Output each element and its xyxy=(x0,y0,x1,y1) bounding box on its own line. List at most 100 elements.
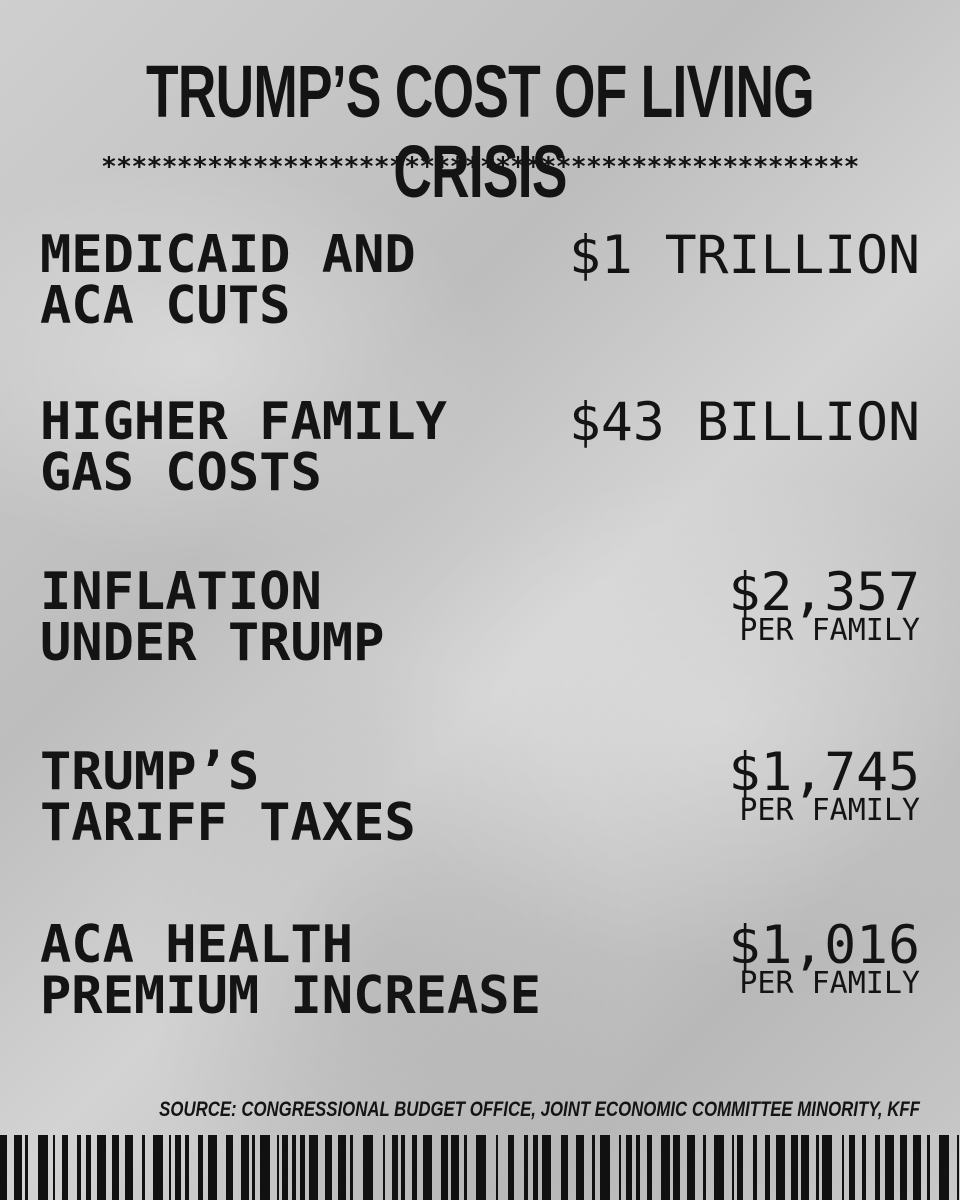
item-amount: $1 TRILLION xyxy=(569,225,920,286)
barcode-bar xyxy=(0,1135,7,1200)
barcode-bar xyxy=(292,1135,296,1200)
barcode-bar xyxy=(198,1135,203,1200)
barcode-bar xyxy=(208,1135,217,1200)
barcode-bar xyxy=(392,1135,398,1200)
item-unit: PER FAMILY xyxy=(739,613,920,648)
item-label: TRUMP’S xyxy=(40,742,260,802)
item-label: HIGHER FAMILY xyxy=(40,392,447,452)
barcode-bar xyxy=(939,1135,949,1200)
item-label: ACA HEALTH xyxy=(40,915,354,975)
barcode-bar xyxy=(496,1135,498,1200)
barcode-bar xyxy=(524,1135,528,1200)
barcode-bar xyxy=(842,1135,844,1200)
item-label: GAS COSTS xyxy=(40,443,322,503)
barcode-bar xyxy=(112,1135,119,1200)
barcode-bar xyxy=(185,1135,189,1200)
barcode-bar xyxy=(260,1135,270,1200)
barcode-bar xyxy=(14,1135,22,1200)
barcode-bar xyxy=(703,1135,706,1200)
item-label: PREMIUM INCREASE xyxy=(40,966,541,1026)
item-label: ACA CUTS xyxy=(40,276,291,336)
barcode-bar xyxy=(776,1135,785,1200)
barcode-bar xyxy=(363,1135,373,1200)
barcode-bar xyxy=(753,1135,757,1200)
barcode-bar xyxy=(561,1135,568,1200)
barcode-bar xyxy=(900,1135,907,1200)
barcode xyxy=(0,1135,959,1200)
barcode-bar xyxy=(412,1135,417,1200)
barcode-bar xyxy=(687,1135,695,1200)
divider: ****************************************… xyxy=(101,152,859,182)
item-label: MEDICAID AND xyxy=(40,225,416,285)
barcode-bar xyxy=(816,1135,819,1200)
barcode-bar xyxy=(673,1135,680,1200)
barcode-bar xyxy=(300,1135,305,1200)
barcode-bar xyxy=(62,1135,68,1200)
barcode-bar xyxy=(77,1135,81,1200)
barcode-bar xyxy=(732,1135,734,1200)
barcode-bar xyxy=(862,1135,866,1200)
barcode-bar xyxy=(241,1135,249,1200)
barcode-bar xyxy=(142,1135,145,1200)
barcode-bar xyxy=(350,1135,353,1200)
item-unit: PER FAMILY xyxy=(739,793,920,828)
barcode-bar xyxy=(619,1135,621,1200)
barcode-bar xyxy=(309,1135,318,1200)
barcode-bar xyxy=(542,1135,551,1200)
barcode-bar xyxy=(737,1135,743,1200)
item-label: UNDER TRUMP xyxy=(40,613,385,673)
barcode-bar xyxy=(576,1135,584,1200)
barcode-bar xyxy=(661,1135,670,1200)
barcode-bar xyxy=(53,1135,55,1200)
item-amount: $2,357 xyxy=(728,562,920,623)
barcode-bar xyxy=(169,1135,171,1200)
barcode-bar xyxy=(401,1135,405,1200)
barcode-bar xyxy=(441,1135,448,1200)
barcode-bar xyxy=(38,1135,48,1200)
barcode-bar xyxy=(533,1135,538,1200)
barcode-bar xyxy=(875,1135,880,1200)
barcode-bar xyxy=(765,1135,770,1200)
item-unit: PER FAMILY xyxy=(739,966,920,1001)
barcode-bar xyxy=(957,1135,959,1200)
barcode-bar xyxy=(338,1135,346,1200)
barcode-bar xyxy=(626,1135,632,1200)
barcode-bar xyxy=(508,1135,514,1200)
barcode-bar xyxy=(791,1135,798,1200)
item-amount: $43 BILLION xyxy=(569,392,920,453)
barcode-bar xyxy=(252,1135,255,1200)
barcode-bar xyxy=(600,1135,610,1200)
barcode-bar xyxy=(592,1135,595,1200)
barcode-bar xyxy=(325,1135,332,1200)
barcode-bar xyxy=(464,1135,467,1200)
barcode-bar xyxy=(927,1135,930,1200)
barcode-bar xyxy=(175,1135,181,1200)
barcode-bar xyxy=(822,1135,832,1200)
barcode-bar xyxy=(282,1135,288,1200)
barcode-bar xyxy=(125,1135,133,1200)
barcode-bar xyxy=(383,1135,385,1200)
item-label: INFLATION xyxy=(40,562,322,622)
barcode-bar xyxy=(277,1135,279,1200)
barcode-bar xyxy=(97,1135,106,1200)
item-amount: $1,745 xyxy=(728,742,920,803)
barcode-bar xyxy=(25,1135,28,1200)
barcode-bar xyxy=(714,1135,724,1200)
source: SOURCE: CONGRESSIONAL BUDGET OFFICE, JOI… xyxy=(159,1098,920,1121)
barcode-bar xyxy=(885,1135,894,1200)
barcode-bar xyxy=(801,1135,809,1200)
barcode-bar xyxy=(636,1135,640,1200)
barcode-bar xyxy=(226,1135,233,1200)
item-label: TARIFF TAXES xyxy=(40,793,416,853)
barcode-bar xyxy=(476,1135,486,1200)
barcode-bar xyxy=(647,1135,652,1200)
barcode-bar xyxy=(153,1135,163,1200)
barcode-bar xyxy=(423,1135,432,1200)
item-amount: $1,016 xyxy=(728,915,920,976)
barcode-bar xyxy=(451,1135,459,1200)
barcode-bar xyxy=(849,1135,855,1200)
barcode-bar xyxy=(913,1135,921,1200)
title: TRUMP’S COST OF LIVING CRISIS xyxy=(146,50,815,213)
barcode-bar xyxy=(86,1135,91,1200)
